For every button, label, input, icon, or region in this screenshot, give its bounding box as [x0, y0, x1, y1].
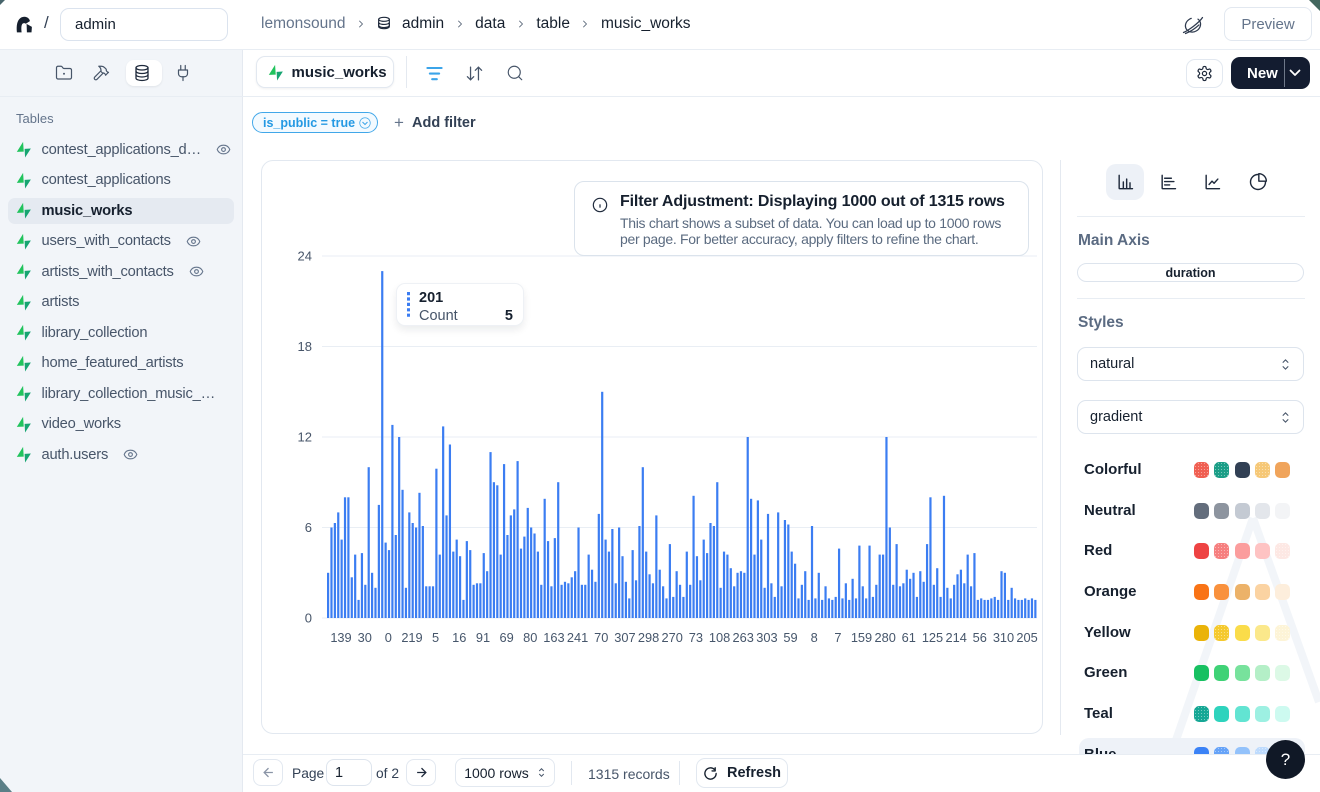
svg-text:163: 163 [543, 630, 564, 645]
svg-text:70: 70 [594, 630, 608, 645]
svg-text:91: 91 [476, 630, 490, 645]
svg-text:303: 303 [756, 630, 777, 645]
svg-text:7: 7 [834, 630, 841, 645]
svg-text:8: 8 [811, 630, 818, 645]
svg-text:219: 219 [401, 630, 422, 645]
svg-text:241: 241 [567, 630, 588, 645]
svg-text:310: 310 [993, 630, 1014, 645]
svg-text:6: 6 [305, 520, 312, 535]
svg-text:125: 125 [922, 630, 943, 645]
svg-text:214: 214 [946, 630, 967, 645]
svg-text:56: 56 [973, 630, 987, 645]
svg-text:73: 73 [689, 630, 703, 645]
svg-text:24: 24 [298, 249, 312, 264]
svg-text:0: 0 [385, 630, 392, 645]
svg-text:280: 280 [875, 630, 896, 645]
svg-text:5: 5 [432, 630, 439, 645]
svg-text:59: 59 [783, 630, 797, 645]
svg-text:307: 307 [614, 630, 635, 645]
svg-text:139: 139 [330, 630, 351, 645]
svg-text:69: 69 [499, 630, 513, 645]
svg-text:263: 263 [733, 630, 754, 645]
svg-text:298: 298 [638, 630, 659, 645]
svg-text:16: 16 [452, 630, 466, 645]
svg-text:80: 80 [523, 630, 537, 645]
svg-text:270: 270 [662, 630, 683, 645]
svg-text:12: 12 [298, 430, 312, 445]
svg-text:159: 159 [851, 630, 872, 645]
svg-text:108: 108 [709, 630, 730, 645]
svg-text:61: 61 [902, 630, 916, 645]
svg-text:205: 205 [1016, 630, 1037, 645]
svg-text:30: 30 [358, 630, 372, 645]
svg-text:0: 0 [305, 611, 312, 626]
svg-text:18: 18 [298, 339, 312, 354]
